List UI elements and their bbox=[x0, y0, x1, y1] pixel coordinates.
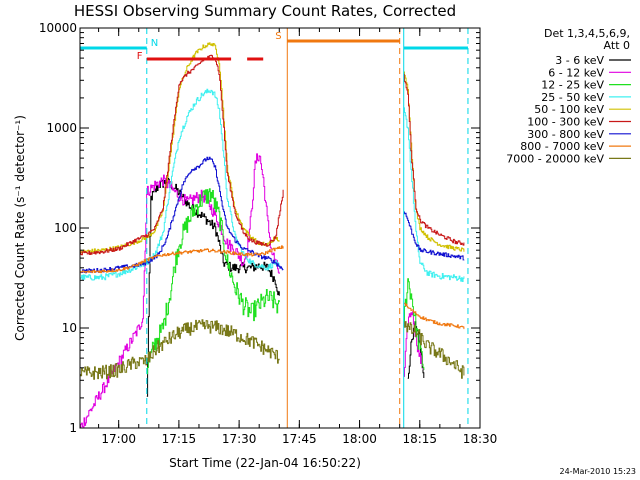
saa-flag-label: S bbox=[275, 31, 281, 42]
series-1 bbox=[146, 177, 425, 397]
y-tick-label: 1000 bbox=[46, 121, 77, 135]
x-tick-label: 17:45 bbox=[282, 432, 317, 446]
series-5-trace-2 bbox=[403, 71, 465, 252]
series-8 bbox=[80, 245, 465, 330]
legend-header-line: Att 0 bbox=[604, 39, 630, 52]
series-3-trace-2 bbox=[403, 278, 425, 370]
chart-title: HESSI Observing Summary Count Rates, Cor… bbox=[74, 2, 456, 20]
y-tick-label: 10 bbox=[62, 321, 77, 335]
x-axis-label: Start Time (22-Jan-04 16:50:22) bbox=[169, 456, 361, 470]
plot-area: NF S bbox=[80, 28, 469, 429]
x-tick-label: 18:00 bbox=[342, 432, 377, 446]
legend-label-8: 800 - 7000 keV bbox=[520, 140, 604, 153]
series-9-trace-1 bbox=[80, 319, 280, 380]
x-tick-label: 17:15 bbox=[162, 432, 197, 446]
series-3 bbox=[146, 188, 425, 375]
legend-header-line: Det 1,3,4,5,6,9, bbox=[544, 27, 630, 40]
legend-label-3: 12 - 25 keV bbox=[541, 79, 604, 92]
legend-label-2: 6 - 12 keV bbox=[548, 66, 604, 79]
night-flag-label: N bbox=[151, 38, 158, 49]
x-tick-label: 18:30 bbox=[463, 432, 498, 446]
series-9-trace-2 bbox=[403, 321, 465, 379]
legend-label-9: 7000 - 20000 keV bbox=[506, 152, 604, 165]
series-8-trace-1 bbox=[80, 245, 284, 274]
series-6-trace-2 bbox=[403, 74, 465, 246]
legend-label-5: 50 - 100 keV bbox=[534, 103, 604, 116]
series-7-trace-1 bbox=[80, 156, 284, 274]
generation-timestamp: 24-Mar-2010 15:23 bbox=[560, 467, 637, 476]
series-5 bbox=[80, 42, 465, 254]
series-6 bbox=[80, 54, 465, 256]
legend-label-4: 25 - 50 keV bbox=[541, 91, 604, 104]
series-2-trace-1 bbox=[80, 153, 280, 429]
series-5-trace-1 bbox=[80, 42, 280, 254]
y-axis-label: Corrected Count Rate (s⁻¹ detector⁻¹) bbox=[13, 115, 27, 341]
series-3-trace-1 bbox=[146, 188, 280, 375]
axes: 17:00 17:15 17:30 17:45 18:00 18:15 18:30 1 10 10… bbox=[39, 21, 497, 446]
legend-label-1: 3 - 6 keV bbox=[555, 54, 604, 67]
series-7-trace-2 bbox=[403, 211, 465, 261]
x-tick-label: 18:15 bbox=[402, 432, 437, 446]
series-8-trace-2 bbox=[403, 302, 465, 330]
series-7 bbox=[80, 156, 465, 274]
legend-label-6: 100 - 300 keV bbox=[527, 116, 604, 129]
x-tick-label: 17:30 bbox=[222, 432, 257, 446]
x-tick-label: 17:00 bbox=[101, 432, 136, 446]
series-4-trace-2 bbox=[403, 107, 465, 282]
series-2 bbox=[80, 153, 425, 429]
y-tick-label: 1 bbox=[69, 421, 77, 435]
series-9 bbox=[80, 319, 465, 380]
series-6-trace-1 bbox=[80, 54, 284, 256]
y-tick-label: 10000 bbox=[39, 21, 77, 35]
legend-label-7: 300 - 800 keV bbox=[527, 128, 604, 141]
flare-flag-label: F bbox=[137, 51, 143, 62]
y-tick-label: 100 bbox=[54, 221, 77, 235]
